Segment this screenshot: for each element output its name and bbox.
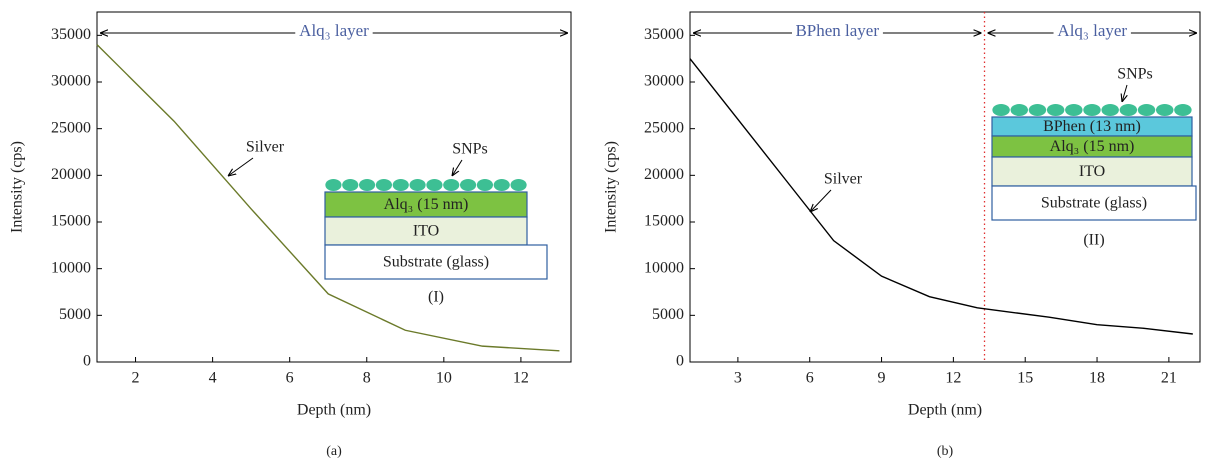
inset-layer-label: Alq₃ (15 nm) [1050, 138, 1135, 155]
y-tick-label: 5000 [59, 306, 91, 323]
nanoparticle [1047, 104, 1064, 116]
nanoparticle [460, 179, 476, 191]
y-axis-label: Intensity (cps) [9, 141, 26, 233]
y-tick-label: 0 [676, 353, 684, 370]
y-tick-label: 30000 [51, 73, 91, 90]
x-tick-label: 3 [734, 370, 742, 387]
y-tick-label: 25000 [644, 119, 684, 136]
x-tick-label: 10 [436, 370, 452, 387]
x-tick-label: 8 [363, 370, 371, 387]
nanoparticle [393, 179, 409, 191]
particles-label: SNPs [452, 141, 488, 158]
caption: (a) [326, 444, 342, 459]
inset-label: (I) [428, 289, 444, 306]
nanoparticle [1083, 104, 1100, 116]
nanoparticle [342, 179, 358, 191]
particles-label: SNPs [1117, 66, 1153, 83]
nanoparticle [443, 179, 459, 191]
particles-pointer [1122, 85, 1127, 102]
x-tick-label: 2 [132, 370, 140, 387]
x-tick-label: 21 [1161, 370, 1177, 387]
nanoparticle [1065, 104, 1082, 116]
figure: 2468101205000100001500020000250003000035… [0, 0, 1212, 464]
nanoparticle [477, 179, 493, 191]
y-axis-label: Intensity (cps) [603, 141, 620, 233]
y-tick-label: 35000 [51, 26, 91, 43]
particles-pointer [452, 160, 462, 176]
x-tick-label: 4 [209, 370, 217, 387]
y-tick-label: 15000 [51, 213, 91, 230]
x-tick-label: 12 [513, 370, 529, 387]
y-tick-label: 30000 [644, 73, 684, 90]
nanoparticle [511, 179, 527, 191]
nanoparticle [1029, 104, 1046, 116]
y-tick-label: 20000 [644, 166, 684, 183]
nanoparticle [494, 179, 510, 191]
inset-layer-label: ITO [413, 223, 439, 240]
layer-label: Alq₃ layer [299, 21, 369, 40]
inset-layer-label: BPhen (13 nm) [1043, 118, 1141, 135]
nanoparticle [992, 104, 1009, 116]
y-tick-label: 10000 [644, 259, 684, 276]
x-axis-label: Depth (nm) [908, 402, 982, 419]
nanoparticle [1120, 104, 1137, 116]
nanoparticle [325, 179, 341, 191]
layer-label: Alq₃ layer [1057, 21, 1127, 40]
y-tick-label: 25000 [51, 119, 91, 136]
y-tick-label: 20000 [51, 166, 91, 183]
nanoparticle [359, 179, 375, 191]
layer-label: BPhen layer [795, 21, 879, 40]
inset-layer-label: Substrate (glass) [383, 254, 489, 271]
nanoparticle [1156, 104, 1173, 116]
x-tick-label: 9 [878, 370, 886, 387]
series-label: Silver [824, 171, 863, 188]
inset-label: (II) [1083, 232, 1104, 249]
nanoparticle [426, 179, 442, 191]
x-axis-label: Depth (nm) [297, 402, 371, 419]
inset-layer-label: Alq₃ (15 nm) [384, 196, 469, 213]
y-tick-label: 35000 [644, 26, 684, 43]
series-pointer [228, 158, 253, 176]
x-tick-label: 15 [1017, 370, 1033, 387]
x-tick-label: 6 [806, 370, 814, 387]
inset-layer-label: Substrate (glass) [1041, 195, 1147, 212]
series-pointer [810, 190, 831, 212]
nanoparticle [1011, 104, 1028, 116]
nanoparticle [1101, 104, 1118, 116]
nanoparticle [376, 179, 392, 191]
y-tick-label: 5000 [652, 306, 684, 323]
caption: (b) [937, 444, 954, 459]
nanoparticle [410, 179, 426, 191]
x-tick-label: 12 [945, 370, 961, 387]
inset-layer-label: ITO [1079, 163, 1105, 180]
series-label: Silver [246, 139, 285, 156]
nanoparticle [1174, 104, 1191, 116]
y-tick-label: 0 [83, 353, 91, 370]
x-tick-label: 18 [1089, 370, 1105, 387]
y-tick-label: 10000 [51, 259, 91, 276]
y-tick-label: 15000 [644, 213, 684, 230]
nanoparticle [1138, 104, 1155, 116]
x-tick-label: 6 [286, 370, 294, 387]
